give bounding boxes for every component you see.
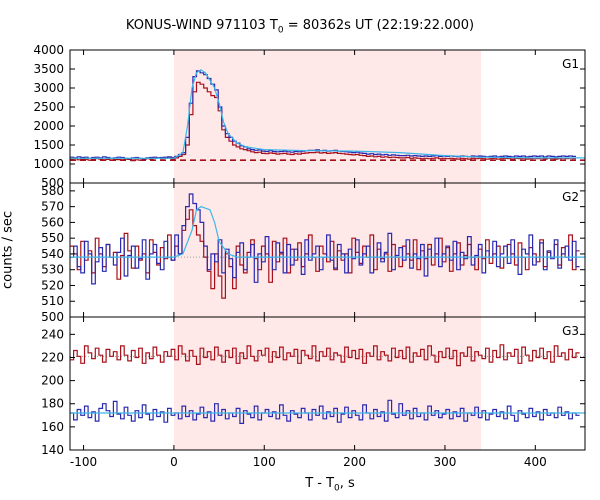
y-tick-label: 500: [41, 176, 64, 190]
y-tick-label: 140: [41, 443, 64, 457]
y-tick-label: 540: [41, 247, 64, 261]
x-tick-label: 200: [343, 455, 366, 469]
series-cyan-g2: [70, 205, 585, 258]
chart-title-prefix: KONUS-WIND 971103 T: [125, 18, 278, 33]
panel-g2: [70, 193, 585, 299]
panel-g1: [70, 69, 585, 162]
y-tick-label: 240: [41, 327, 64, 341]
y-tick-label: 220: [41, 350, 64, 364]
x-tick-label: 400: [524, 455, 547, 469]
y-tick-label: 1500: [33, 138, 64, 152]
y-tick-label: 560: [41, 215, 64, 229]
x-axis-label-sub: 0: [334, 483, 340, 494]
y-tick-label: 530: [41, 263, 64, 277]
x-axis-label-prefix: T - T: [305, 476, 335, 491]
y-tick-label: 500: [41, 310, 64, 324]
y-tick-label: 180: [41, 397, 64, 411]
chart-title: KONUS-WIND 971103 T0 = 80362s UT (22:19:…: [0, 18, 600, 36]
y-tick-label: 550: [41, 231, 64, 245]
chart-title-suffix: = 80362s UT (22:19:22.000): [283, 18, 475, 33]
y-tick-label: 3000: [33, 81, 64, 95]
y-tick-label: 520: [41, 278, 64, 292]
panel-frame-g3: [69, 316, 586, 451]
panel-g3: [70, 344, 585, 424]
y-tick-label: 570: [41, 200, 64, 214]
series-blue-g3: [70, 399, 580, 424]
x-tick-label: 0: [170, 455, 178, 469]
panel-label-g1: G1: [562, 57, 579, 71]
y-tick-label: 2000: [33, 119, 64, 133]
y-tick-label: 1000: [33, 157, 64, 171]
series-red-g3: [70, 344, 580, 367]
x-tick-label: -100: [70, 455, 97, 469]
x-axis-label: T - T0, s: [0, 476, 600, 494]
panel-label-g2: G2: [562, 190, 579, 204]
series-cyan-g1: [70, 69, 585, 159]
y-tick-label: 160: [41, 420, 64, 434]
y-tick-label: 580: [41, 184, 64, 198]
x-tick-label: 100: [253, 455, 276, 469]
x-tick-label: 300: [434, 455, 457, 469]
chart-title-sub: 0: [277, 25, 284, 36]
panel-label-g3: G3: [562, 324, 579, 338]
y-tick-label: 510: [41, 294, 64, 308]
y-tick-label: 200: [41, 374, 64, 388]
y-tick-label: 3500: [33, 62, 64, 76]
x-axis-label-suffix: , s: [339, 476, 355, 491]
y-tick-label: 4000: [33, 43, 64, 57]
y-tick-label: 2500: [33, 100, 64, 114]
